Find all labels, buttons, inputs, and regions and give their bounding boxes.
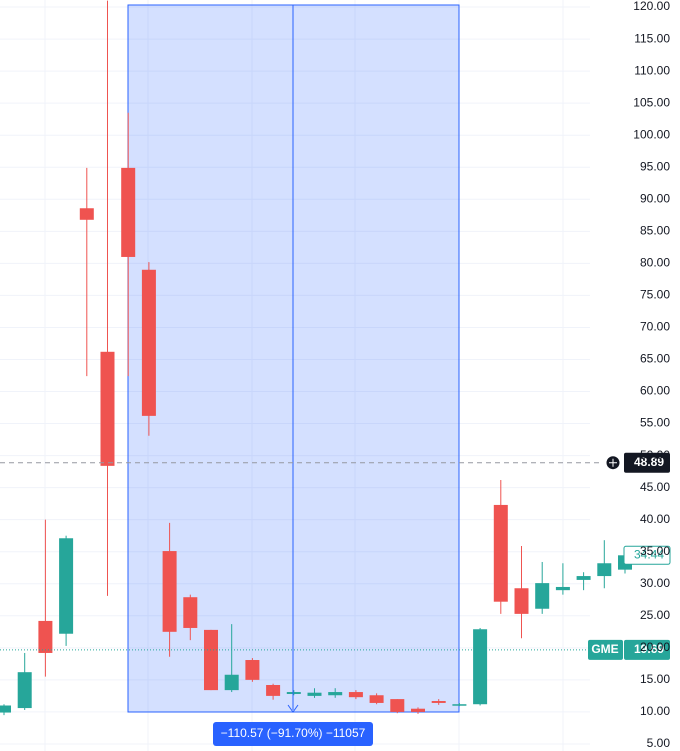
y-tick-label: 45.00 xyxy=(640,480,670,494)
symbol-label: GME xyxy=(591,642,618,656)
crosshair-price-label: 48.89 xyxy=(634,455,664,469)
symbol-box xyxy=(588,639,623,660)
measure-arrow-head xyxy=(287,704,299,713)
candle-body xyxy=(162,551,177,632)
candle-body xyxy=(17,672,32,709)
y-tick-label: 110.00 xyxy=(634,63,670,77)
y-tick-label: 95.00 xyxy=(640,159,670,173)
add-alert-icon xyxy=(609,458,617,467)
candle-body xyxy=(183,597,198,628)
y-tick-label: 50.00 xyxy=(640,448,670,462)
y-tick-label: 75.00 xyxy=(640,288,670,302)
candle-body xyxy=(328,692,343,696)
y-tick-label: 40.00 xyxy=(640,512,670,526)
y-tick-label: 100.00 xyxy=(633,127,670,141)
y-tick-label: 30.00 xyxy=(640,576,670,590)
candle-body xyxy=(535,583,550,609)
y-tick-label: 55.00 xyxy=(640,416,670,430)
y-tick-label: 90.00 xyxy=(640,191,670,205)
last-price-box xyxy=(624,639,670,660)
y-tick-label: 70.00 xyxy=(640,320,670,334)
y-tick-label: 120.00 xyxy=(633,0,670,13)
candle-body xyxy=(555,586,570,591)
y-tick-label: 5.00 xyxy=(647,736,671,750)
y-tick-label: 65.00 xyxy=(640,352,670,366)
candle-body xyxy=(141,269,156,416)
y-tick-label: 105.00 xyxy=(633,95,670,109)
y-tick-label: 85.00 xyxy=(640,223,670,237)
h-grid xyxy=(0,6,590,745)
candle-body xyxy=(59,538,74,634)
price-axis: 5.00 10.00 15.00 20.00 25.00 30.00 35.00 40.00 4… xyxy=(633,0,670,750)
candle-body xyxy=(576,576,591,580)
candle-body xyxy=(79,208,94,220)
close-price-box xyxy=(623,545,671,565)
candle-body xyxy=(473,629,488,705)
candle-body xyxy=(452,704,467,706)
y-tick-label: 80.00 xyxy=(640,256,670,270)
crosshair-price-box xyxy=(624,452,670,473)
last-price-label: 19.69 xyxy=(634,642,664,656)
y-tick-label: 60.00 xyxy=(640,384,670,398)
measure-label: −110.57 (−91.70%) −11057 xyxy=(221,726,366,740)
candle-body xyxy=(390,699,405,712)
y-tick-label: 10.00 xyxy=(640,704,670,718)
candle-body xyxy=(597,563,612,577)
candle-body xyxy=(224,674,239,691)
candle-body xyxy=(307,692,322,696)
candle-body xyxy=(121,167,136,257)
y-tick-label: 115.00 xyxy=(634,31,670,45)
candle-body xyxy=(411,708,425,712)
candles xyxy=(0,0,632,716)
y-tick-label: 15.00 xyxy=(640,672,670,686)
price-lines: 48.89 GME 19.69 34.44 xyxy=(0,452,671,660)
candle-body xyxy=(493,504,508,602)
candle-body xyxy=(369,695,384,703)
close-price-label: 34.44 xyxy=(634,547,664,561)
measure-box xyxy=(213,722,373,746)
candle-body xyxy=(348,692,363,698)
y-tick-label: 35.00 xyxy=(640,544,670,558)
candle-body xyxy=(431,701,446,703)
candle-body xyxy=(100,351,115,466)
y-tick-label: 20.00 xyxy=(640,640,670,654)
y-tick-label: 25.00 xyxy=(640,608,670,622)
candle-body xyxy=(0,705,11,713)
candle-body xyxy=(286,692,301,694)
candle-body xyxy=(266,684,281,696)
candle-body xyxy=(204,629,218,691)
candle-body xyxy=(514,588,529,614)
candle-body xyxy=(245,660,260,680)
candle-body xyxy=(38,620,53,653)
